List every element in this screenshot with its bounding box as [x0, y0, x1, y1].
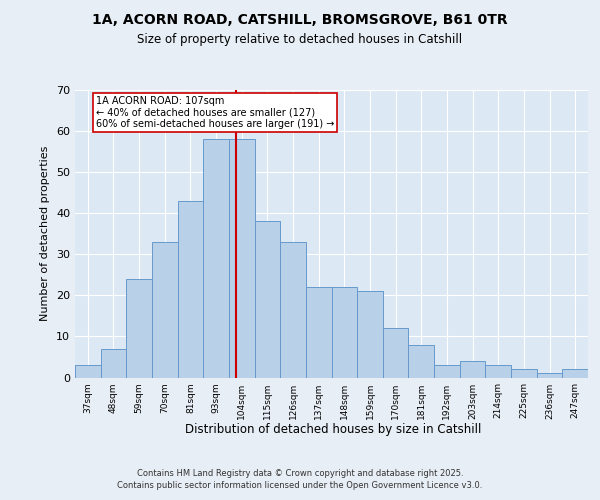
- Text: Distribution of detached houses by size in Catshill: Distribution of detached houses by size …: [185, 422, 481, 436]
- Bar: [127, 279, 152, 378]
- Bar: [485, 365, 511, 378]
- Bar: [434, 365, 460, 378]
- Bar: [409, 344, 434, 378]
- Bar: [537, 374, 562, 378]
- Text: 1A ACORN ROAD: 107sqm
← 40% of detached houses are smaller (127)
60% of semi-det: 1A ACORN ROAD: 107sqm ← 40% of detached …: [95, 96, 334, 130]
- Text: Contains HM Land Registry data © Crown copyright and database right 2025.
Contai: Contains HM Land Registry data © Crown c…: [118, 468, 482, 490]
- Bar: [511, 370, 537, 378]
- Bar: [152, 242, 178, 378]
- Y-axis label: Number of detached properties: Number of detached properties: [40, 146, 50, 322]
- Bar: [178, 201, 203, 378]
- Bar: [280, 242, 306, 378]
- Bar: [101, 349, 127, 378]
- Text: 1A, ACORN ROAD, CATSHILL, BROMSGROVE, B61 0TR: 1A, ACORN ROAD, CATSHILL, BROMSGROVE, B6…: [92, 12, 508, 26]
- Bar: [254, 222, 280, 378]
- Bar: [562, 370, 588, 378]
- Bar: [75, 365, 101, 378]
- Bar: [357, 291, 383, 378]
- Bar: [331, 287, 357, 378]
- Bar: [460, 361, 485, 378]
- Bar: [203, 140, 229, 378]
- Bar: [229, 140, 254, 378]
- Text: Size of property relative to detached houses in Catshill: Size of property relative to detached ho…: [137, 32, 463, 46]
- Bar: [306, 287, 331, 378]
- Bar: [383, 328, 409, 378]
